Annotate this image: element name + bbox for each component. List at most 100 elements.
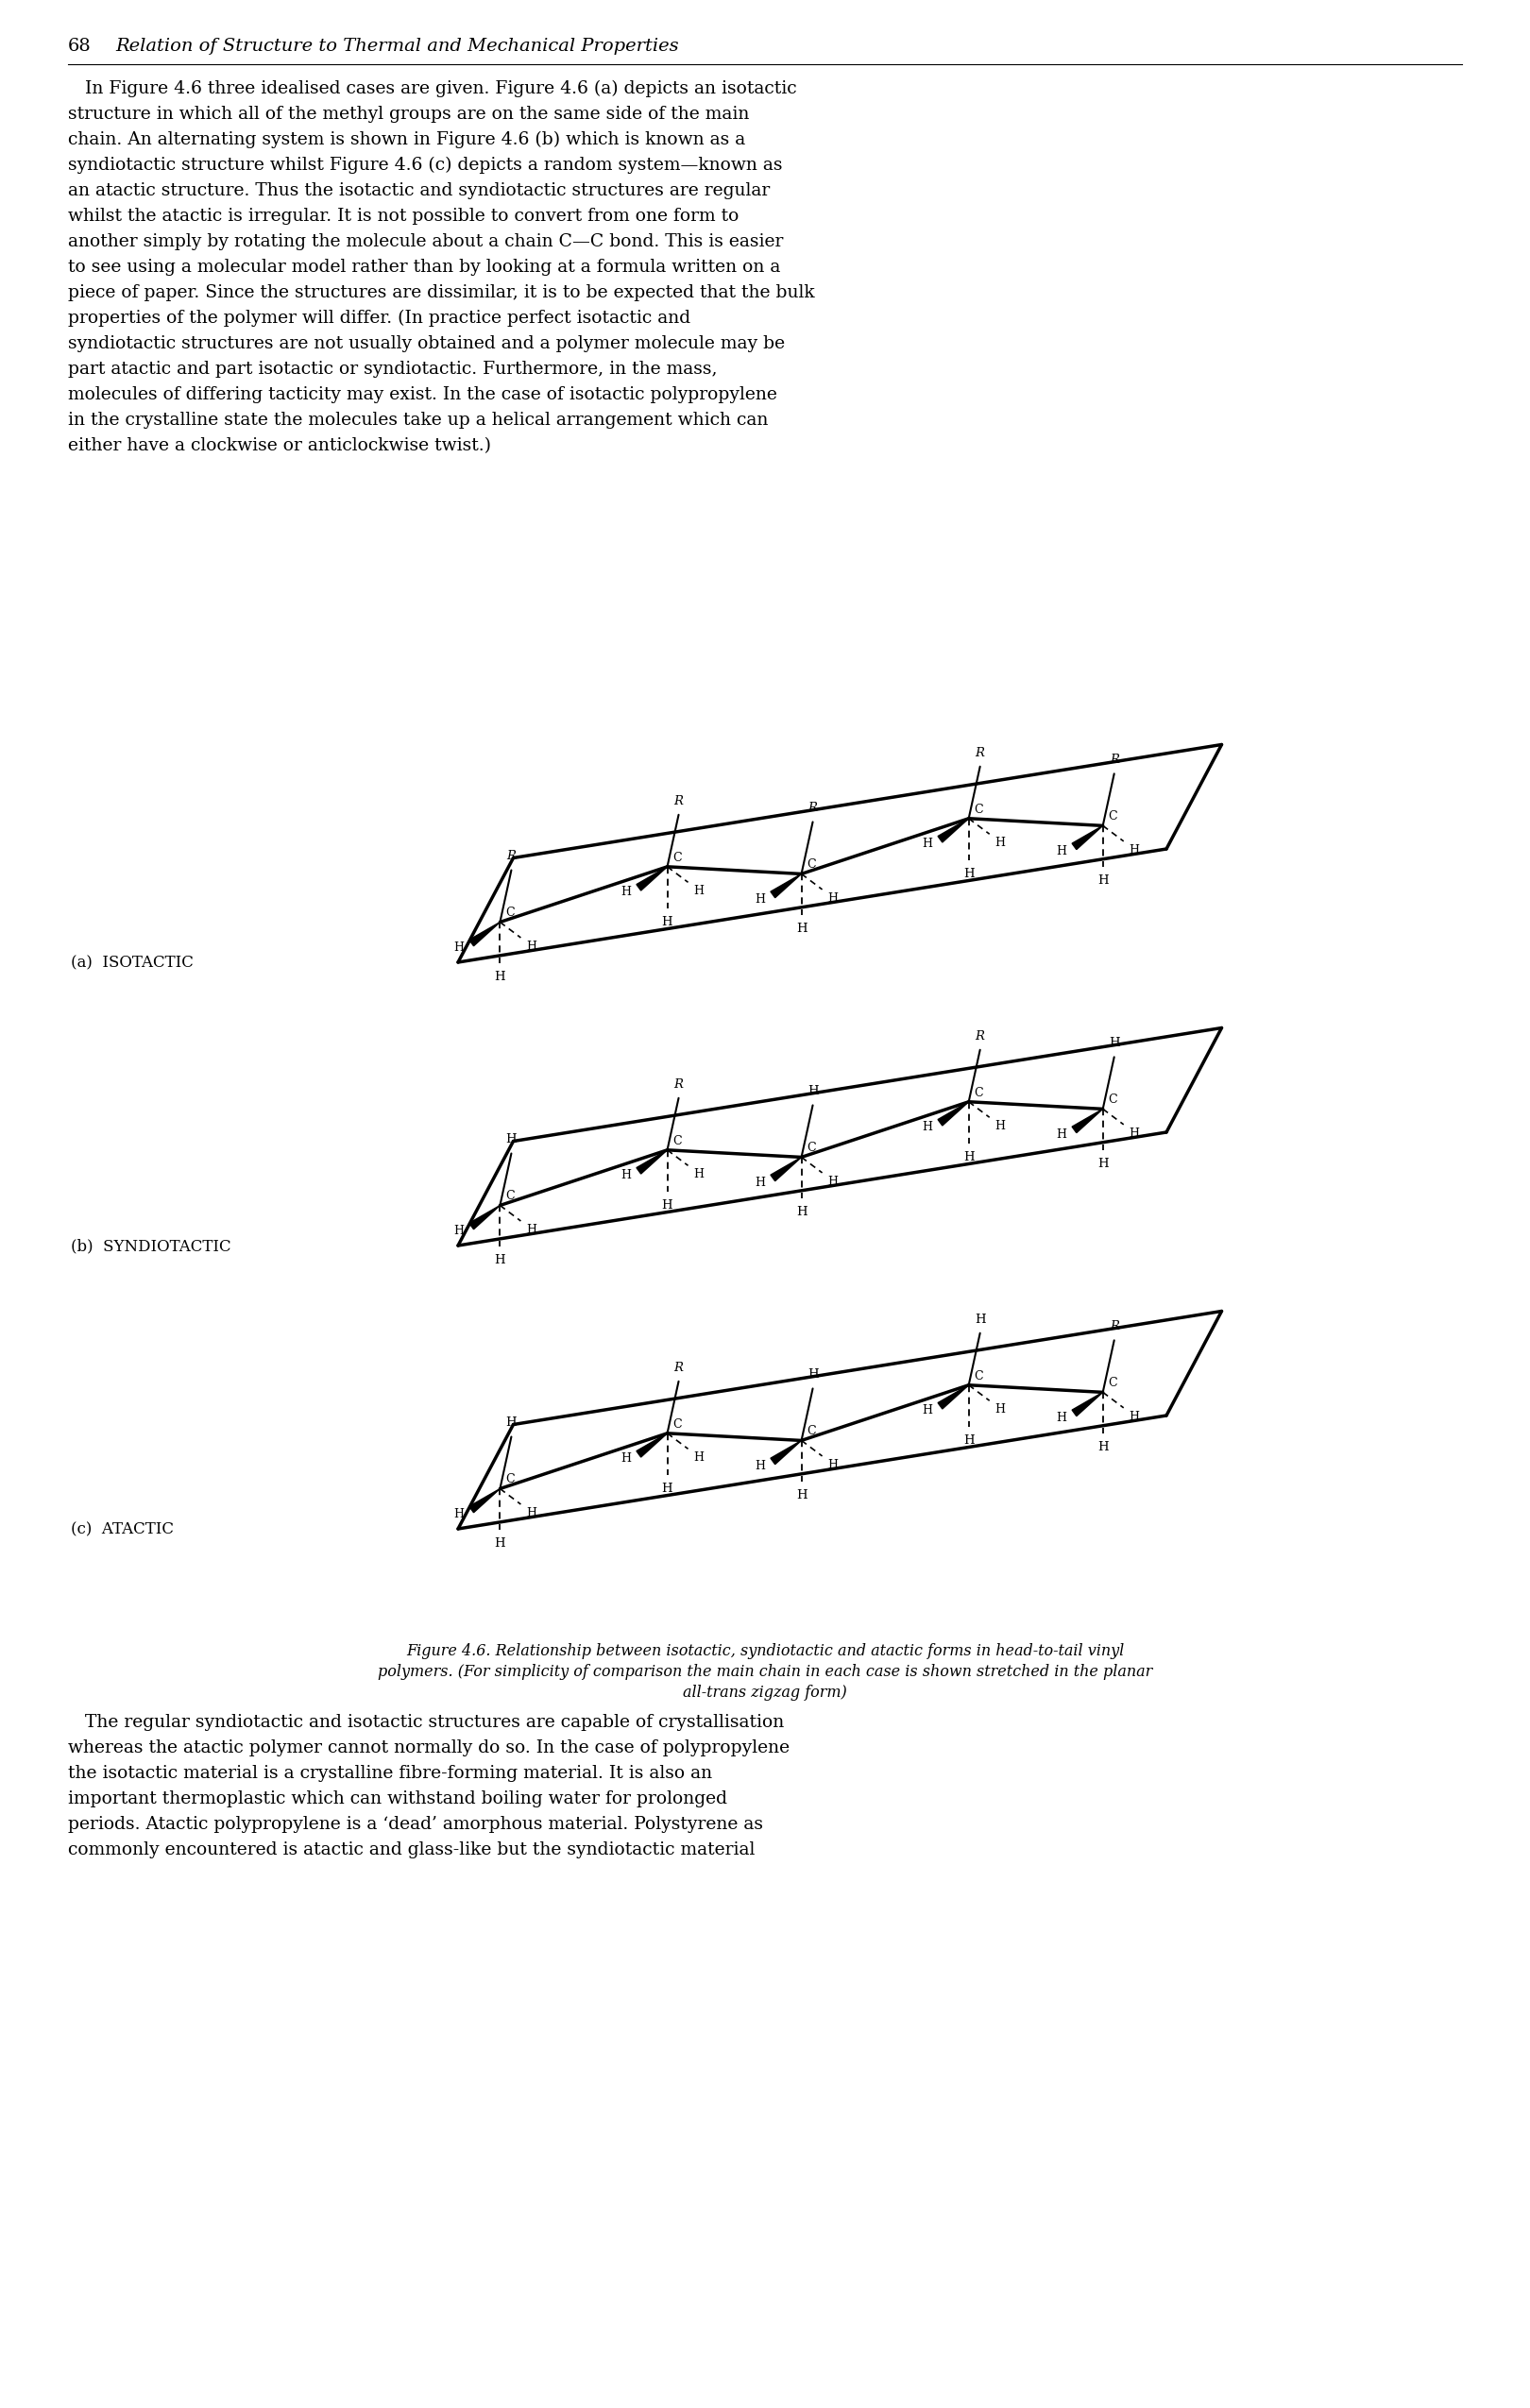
Polygon shape <box>1073 826 1103 850</box>
Text: C: C <box>808 1426 815 1438</box>
Text: whilst the atactic is irregular. It is not possible to convert from one form to: whilst the atactic is irregular. It is n… <box>67 207 739 224</box>
Text: H: H <box>828 893 838 905</box>
Text: H: H <box>754 893 765 905</box>
Text: H: H <box>506 1416 517 1430</box>
Polygon shape <box>771 1440 802 1464</box>
Polygon shape <box>1073 1110 1103 1132</box>
Text: H: H <box>494 970 505 982</box>
Polygon shape <box>771 874 802 898</box>
Text: C: C <box>1109 1377 1117 1389</box>
Text: H: H <box>1056 845 1066 857</box>
Text: part atactic and part isotactic or syndiotactic. Furthermore, in the mass,: part atactic and part isotactic or syndi… <box>67 361 718 378</box>
Text: important thermoplastic which can withstand boiling water for prolonged: important thermoplastic which can withst… <box>67 1792 727 1808</box>
Text: H: H <box>453 1507 464 1519</box>
Text: polymers. (For simplicity of comparison the main chain in each case is shown str: polymers. (For simplicity of comparison … <box>378 1664 1152 1681</box>
Text: R: R <box>673 795 684 807</box>
Text: H: H <box>1097 874 1108 886</box>
Text: R: R <box>673 1079 684 1091</box>
Text: H: H <box>796 1206 806 1218</box>
Text: syndiotactic structures are not usually obtained and a polymer molecule may be: syndiotactic structures are not usually … <box>67 335 785 352</box>
Text: H: H <box>964 1435 975 1447</box>
Text: H: H <box>923 1122 933 1134</box>
Text: H: H <box>964 867 975 879</box>
Text: C: C <box>1109 811 1117 824</box>
Text: H: H <box>975 1312 985 1324</box>
Text: R: R <box>975 1031 985 1043</box>
Text: H: H <box>1097 1158 1108 1170</box>
Text: C: C <box>975 1370 984 1382</box>
Text: H: H <box>1097 1442 1108 1454</box>
Text: R: R <box>808 802 817 814</box>
Text: another simply by rotating the molecule about a chain C—C bond. This is easier: another simply by rotating the molecule … <box>67 234 783 250</box>
Text: C: C <box>673 1418 682 1430</box>
Text: chain. An alternating system is shown in Figure 4.6 (b) which is known as a: chain. An alternating system is shown in… <box>67 132 745 149</box>
Text: H: H <box>1056 1129 1066 1141</box>
Text: 68: 68 <box>67 39 92 55</box>
Text: C: C <box>975 1086 984 1098</box>
Text: H: H <box>662 1483 673 1495</box>
Text: commonly encountered is atactic and glass-like but the syndiotactic material: commonly encountered is atactic and glas… <box>67 1842 754 1859</box>
Text: R: R <box>1109 1320 1118 1332</box>
Text: (a)  ISOTACTIC: (a) ISOTACTIC <box>70 956 193 970</box>
Polygon shape <box>938 1103 968 1125</box>
Text: Figure 4.6. Relationship between isotactic, syndiotactic and atactic forms in he: Figure 4.6. Relationship between isotact… <box>405 1642 1125 1659</box>
Text: an atactic structure. Thus the isotactic and syndiotactic structures are regular: an atactic structure. Thus the isotactic… <box>67 183 770 200</box>
Polygon shape <box>938 819 968 843</box>
Text: H: H <box>994 1120 1005 1132</box>
Text: H: H <box>808 1086 819 1098</box>
Text: piece of paper. Since the structures are dissimilar, it is to be expected that t: piece of paper. Since the structures are… <box>67 284 814 301</box>
Text: C: C <box>673 852 682 864</box>
Text: to see using a molecular model rather than by looking at a formula written on a: to see using a molecular model rather th… <box>67 258 780 277</box>
Text: H: H <box>796 1491 806 1503</box>
Polygon shape <box>938 1385 968 1409</box>
Text: C: C <box>673 1134 682 1146</box>
Text: R: R <box>673 1361 684 1375</box>
Text: H: H <box>1109 1038 1120 1050</box>
Text: (c)  ATACTIC: (c) ATACTIC <box>70 1522 174 1539</box>
Text: H: H <box>453 942 464 954</box>
Text: H: H <box>923 838 933 850</box>
Text: R: R <box>1109 754 1118 766</box>
Text: H: H <box>693 1452 704 1464</box>
Polygon shape <box>636 1151 667 1173</box>
Text: all-trans zigzag form): all-trans zigzag form) <box>682 1686 848 1700</box>
Text: H: H <box>1129 845 1140 857</box>
Text: H: H <box>621 886 632 898</box>
Text: properties of the polymer will differ. (In practice perfect isotactic and: properties of the polymer will differ. (… <box>67 311 690 327</box>
Text: H: H <box>808 1368 819 1382</box>
Text: H: H <box>662 1199 673 1211</box>
Text: H: H <box>754 1459 765 1471</box>
Text: molecules of differing tacticity may exist. In the case of isotactic polypropyle: molecules of differing tacticity may exi… <box>67 385 777 402</box>
Text: either have a clockwise or anticlockwise twist.): either have a clockwise or anticlockwise… <box>67 438 491 455</box>
Text: H: H <box>526 942 537 954</box>
Text: R: R <box>506 850 516 862</box>
Text: H: H <box>964 1151 975 1163</box>
Polygon shape <box>470 1488 500 1512</box>
Text: C: C <box>506 1474 514 1486</box>
Text: whereas the atactic polymer cannot normally do so. In the case of polypropylene: whereas the atactic polymer cannot norma… <box>67 1739 789 1755</box>
Text: H: H <box>1056 1411 1066 1423</box>
Text: C: C <box>506 1190 514 1202</box>
Text: H: H <box>621 1452 632 1464</box>
Text: the isotactic material is a crystalline fibre-forming material. It is also an: the isotactic material is a crystalline … <box>67 1765 713 1782</box>
Text: in the crystalline state the molecules take up a helical arrangement which can: in the crystalline state the molecules t… <box>67 412 768 429</box>
Polygon shape <box>771 1158 802 1180</box>
Text: C: C <box>808 1141 815 1153</box>
Text: (b)  SYNDIOTACTIC: (b) SYNDIOTACTIC <box>70 1238 231 1255</box>
Text: H: H <box>1129 1411 1140 1423</box>
Text: H: H <box>526 1507 537 1519</box>
Text: C: C <box>975 804 984 816</box>
Text: structure in which all of the methyl groups are on the same side of the main: structure in which all of the methyl gro… <box>67 106 750 123</box>
Text: Relation of Structure to Thermal and Mechanical Properties: Relation of Structure to Thermal and Mec… <box>115 39 679 55</box>
Text: H: H <box>828 1175 838 1187</box>
Text: H: H <box>453 1226 464 1238</box>
Polygon shape <box>470 922 500 946</box>
Text: H: H <box>494 1539 505 1551</box>
Text: H: H <box>662 915 673 927</box>
Text: H: H <box>621 1170 632 1182</box>
Text: H: H <box>754 1178 765 1190</box>
Text: H: H <box>494 1255 505 1267</box>
Text: H: H <box>506 1134 517 1146</box>
Text: H: H <box>828 1459 838 1471</box>
Polygon shape <box>636 1433 667 1457</box>
